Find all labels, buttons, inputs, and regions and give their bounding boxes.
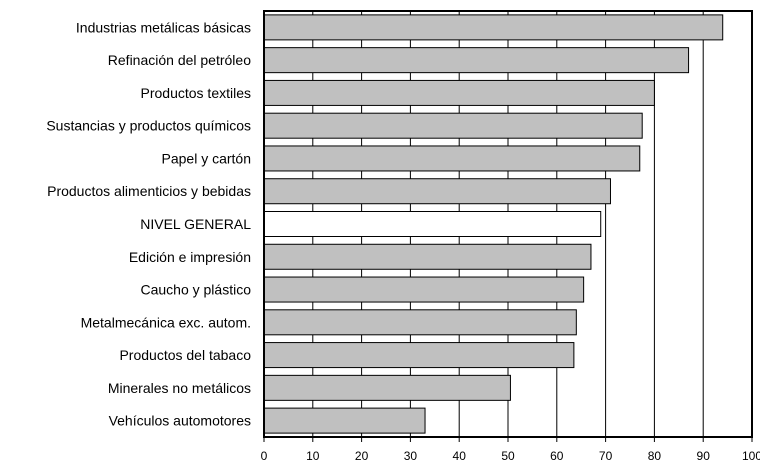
x-tick-label: 100 (742, 449, 760, 463)
x-tick-label: 20 (355, 449, 369, 463)
bar (263, 47, 690, 74)
x-axis-ticks: 0 10 20 30 40 50 60 70 80 90 100 (261, 437, 760, 463)
bar (263, 342, 575, 369)
bar (263, 309, 577, 336)
category-label: Productos alimenticios y bebidas (47, 183, 251, 199)
bar (263, 276, 585, 303)
category-label: Papel y cartón (162, 150, 252, 166)
x-tick-label: 50 (501, 449, 515, 463)
bar (263, 211, 602, 237)
bar (263, 79, 655, 106)
bar (263, 407, 426, 434)
category-label: Sustancias y productos químicos (46, 118, 251, 134)
x-tick-label: 90 (697, 449, 711, 463)
category-label: Vehículos automotores (109, 413, 251, 429)
bar (263, 112, 643, 139)
category-labels: Industrias metálicas básicas Refinación d… (46, 19, 251, 428)
bar (263, 14, 724, 41)
bar (263, 243, 592, 270)
x-tick-label: 0 (261, 449, 268, 463)
bar (263, 145, 641, 172)
bar (263, 374, 511, 401)
category-label: Productos del tabaco (119, 347, 251, 363)
x-tick-label: 70 (599, 449, 613, 463)
category-label: Edición e impresión (129, 249, 251, 265)
x-tick-label: 10 (306, 449, 320, 463)
bars (263, 14, 724, 434)
category-label: Productos textiles (141, 85, 252, 101)
bar (263, 178, 611, 205)
category-label: NIVEL GENERAL (140, 216, 251, 232)
category-label: Metalmecánica exc. autom. (81, 314, 251, 330)
x-tick-label: 40 (453, 449, 467, 463)
category-label: Minerales no metálicos (108, 380, 251, 396)
x-tick-label: 60 (550, 449, 564, 463)
category-label: Industrias metálicas básicas (76, 19, 251, 35)
category-label: Refinación del petróleo (108, 52, 251, 68)
category-label: Caucho y plástico (140, 282, 251, 298)
x-tick-label: 30 (404, 449, 418, 463)
x-tick-label: 80 (648, 449, 662, 463)
